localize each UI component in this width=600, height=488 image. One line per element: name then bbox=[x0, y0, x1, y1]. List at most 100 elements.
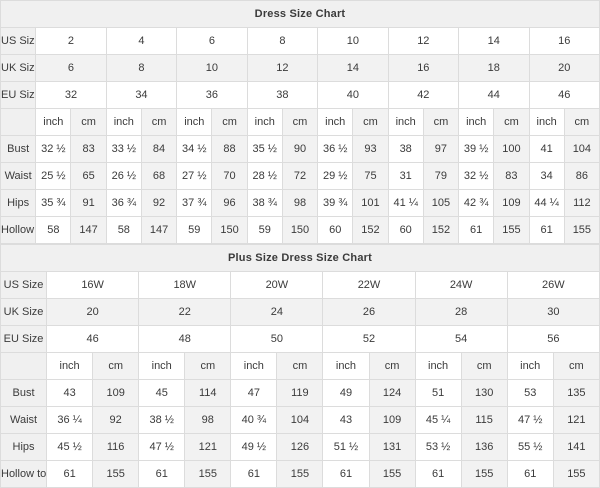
row-label: Waist bbox=[0, 406, 48, 434]
size-value-cell: 24W bbox=[414, 271, 508, 299]
measure-cm-cell: 155 bbox=[368, 460, 416, 488]
measure-inch-cell: 25 ½ bbox=[35, 162, 72, 190]
measure-cm-cell: 86 bbox=[563, 162, 600, 190]
measure-cm-cell: 98 bbox=[184, 406, 232, 434]
size-row: EU Size3234363840424446 bbox=[0, 81, 600, 109]
size-value-cell: 38 bbox=[246, 81, 319, 109]
measure-cm-cell: 121 bbox=[184, 433, 232, 461]
row-label: US Size bbox=[0, 27, 37, 55]
chart-title-row: Plus Size Dress Size Chart bbox=[0, 244, 600, 272]
measure-inch-cell: 27 ½ bbox=[176, 162, 213, 190]
row-label: US Size bbox=[0, 271, 48, 299]
unit-header-cm: cm bbox=[140, 108, 178, 136]
size-value-cell: 40 bbox=[317, 81, 389, 109]
unit-header-inch: inch bbox=[506, 352, 554, 380]
measure-inch-cell: 55 ½ bbox=[506, 433, 554, 461]
measure-inch-cell: 61 bbox=[506, 460, 554, 488]
size-value-cell: 36 bbox=[176, 81, 248, 109]
measure-cm-cell: 147 bbox=[140, 216, 178, 244]
measure-inch-cell: 38 ¾ bbox=[246, 189, 283, 217]
size-value-cell: 12 bbox=[246, 54, 319, 82]
size-value-cell: 12 bbox=[387, 27, 460, 55]
unit-header-inch: inch bbox=[138, 352, 186, 380]
unit-header-cm: cm bbox=[281, 108, 319, 136]
measure-cm-cell: 152 bbox=[352, 216, 389, 244]
row-label: Waist bbox=[0, 162, 37, 190]
measure-cm-cell: 97 bbox=[422, 135, 460, 163]
measure-inch-cell: 49 ½ bbox=[230, 433, 278, 461]
measure-inch-cell: 43 bbox=[46, 379, 94, 407]
measure-cm-cell: 141 bbox=[552, 433, 600, 461]
size-value-cell: 22 bbox=[138, 298, 232, 326]
measure-cm-cell: 135 bbox=[552, 379, 600, 407]
unit-header-cm: cm bbox=[563, 108, 600, 136]
measure-inch-cell: 61 bbox=[230, 460, 278, 488]
measure-inch-cell: 40 ¾ bbox=[230, 406, 278, 434]
size-value-cell: 20 bbox=[46, 298, 140, 326]
size-value-cell: 14 bbox=[458, 27, 530, 55]
size-row: UK Size 20 22 24 26 28 30 bbox=[0, 298, 600, 326]
measure-cm-cell: 109 bbox=[92, 379, 140, 407]
measure-cm-cell: 126 bbox=[276, 433, 324, 461]
measure-cm-cell: 152 bbox=[422, 216, 460, 244]
size-value-cell: 26 bbox=[322, 298, 416, 326]
unit-header-inch: inch bbox=[230, 352, 278, 380]
unit-header-inch: inch bbox=[176, 108, 213, 136]
size-value-cell: 46 bbox=[46, 325, 140, 353]
measure-cm-cell: 101 bbox=[352, 189, 389, 217]
size-row: EU Size 46 48 50 52 54 56 bbox=[0, 325, 600, 353]
measure-inch-cell: 26 ½ bbox=[105, 162, 142, 190]
measure-cm-cell: 75 bbox=[352, 162, 389, 190]
size-value-cell: 20W bbox=[230, 271, 324, 299]
measure-cm-cell: 155 bbox=[92, 460, 140, 488]
row-label: Bust bbox=[0, 379, 48, 407]
unit-header-cm: cm bbox=[276, 352, 324, 380]
size-value-cell: 46 bbox=[528, 81, 600, 109]
unit-header-cm: cm bbox=[460, 352, 508, 380]
measure-cm-cell: 116 bbox=[92, 433, 140, 461]
measure-inch-cell: 32 ½ bbox=[35, 135, 72, 163]
unit-header-inch: inch bbox=[322, 352, 370, 380]
measure-inch-cell: 53 bbox=[506, 379, 554, 407]
unit-header-inch: inch bbox=[105, 108, 142, 136]
size-value-cell: 16 bbox=[528, 27, 600, 55]
size-value-cell: 4 bbox=[105, 27, 178, 55]
size-value-cell: 18W bbox=[138, 271, 232, 299]
measure-inch-cell: 45 bbox=[138, 379, 186, 407]
row-label: UK Size bbox=[0, 298, 48, 326]
measure-inch-cell: 33 ½ bbox=[105, 135, 142, 163]
measure-cm-cell: 104 bbox=[563, 135, 600, 163]
unit-header-row: inch cm inch cm inch cm inch cm inch cm inch cm inch… bbox=[0, 108, 600, 136]
unit-header-inch: inch bbox=[317, 108, 354, 136]
measurement-row: Bust 43 109 45 114 47 119 49 124 51 130 53 135 bbox=[0, 379, 600, 407]
size-value-cell: 16 bbox=[387, 54, 460, 82]
unit-header-blank-cell bbox=[0, 108, 37, 136]
measure-inch-cell: 36 ¼ bbox=[46, 406, 94, 434]
measure-cm-cell: 121 bbox=[552, 406, 600, 434]
row-label: Hips bbox=[0, 433, 48, 461]
measure-cm-cell: 90 bbox=[281, 135, 319, 163]
size-row: UK Size68101214161820 bbox=[0, 54, 600, 82]
measure-cm-cell: 84 bbox=[140, 135, 178, 163]
measure-inch-cell: 58 bbox=[105, 216, 142, 244]
unit-header-cm: cm bbox=[352, 108, 389, 136]
measurement-row: Waist 25 ½ 65 26 ½ 68 27 ½ 70 28 ½ 72 29 ½ 75 31 79 3… bbox=[0, 162, 600, 190]
size-value-cell: 14 bbox=[317, 54, 389, 82]
unit-header-inch: inch bbox=[246, 108, 283, 136]
size-value-cell: 30 bbox=[506, 298, 600, 326]
measure-inch-cell: 49 bbox=[322, 379, 370, 407]
measure-cm-cell: 150 bbox=[211, 216, 248, 244]
measure-inch-cell: 39 ¾ bbox=[317, 189, 354, 217]
measure-inch-cell: 61 bbox=[138, 460, 186, 488]
size-value-cell: 8 bbox=[105, 54, 178, 82]
measure-inch-cell: 35 ½ bbox=[246, 135, 283, 163]
measure-inch-cell: 41 bbox=[528, 135, 565, 163]
measure-inch-cell: 44 ¼ bbox=[528, 189, 565, 217]
measure-cm-cell: 155 bbox=[493, 216, 530, 244]
size-value-cell: 54 bbox=[414, 325, 508, 353]
unit-header-row: inch cm inch cm inch cm inch cm inch cm inch cm bbox=[0, 352, 600, 380]
size-value-cell: 10 bbox=[317, 27, 389, 55]
measure-inch-cell: 43 bbox=[322, 406, 370, 434]
plus-size-dress-size-chart-body: Plus Size Dress Size Chart US Size 16W 18W 2… bbox=[0, 244, 600, 488]
